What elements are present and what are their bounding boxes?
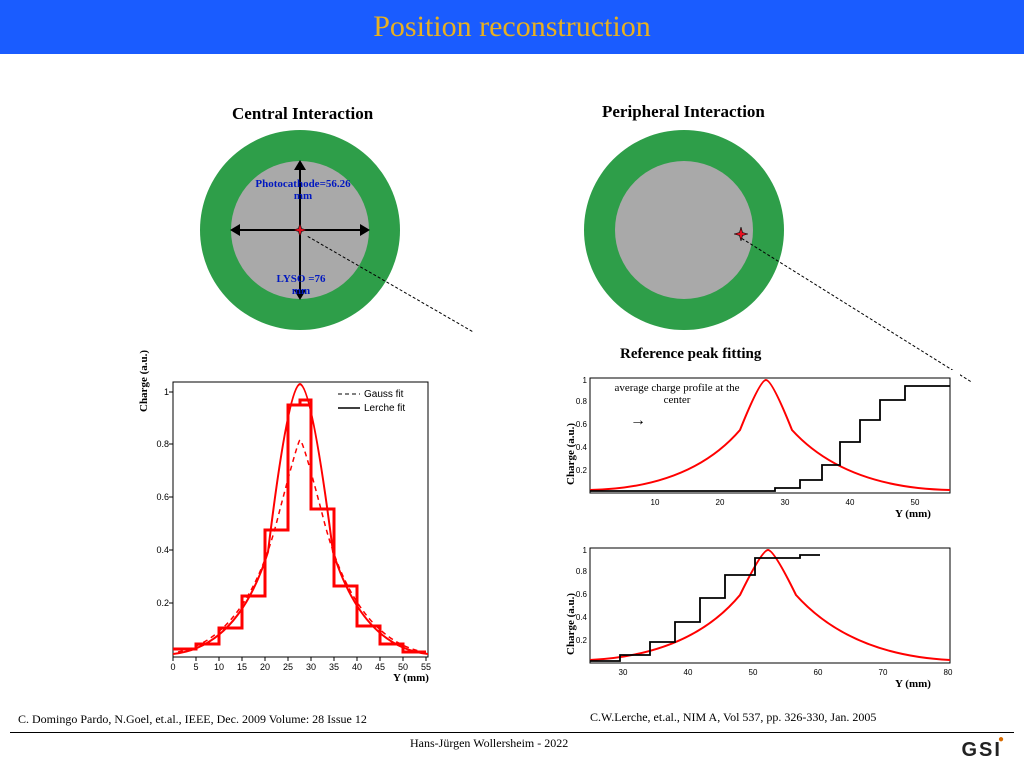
svg-text:1: 1 <box>164 387 169 397</box>
svg-text:50: 50 <box>911 498 920 507</box>
peripheral-title: Peripheral Interaction <box>602 102 765 122</box>
svg-text:30: 30 <box>781 498 790 507</box>
svg-text:0.2: 0.2 <box>576 636 588 645</box>
svg-text:30: 30 <box>306 662 316 672</box>
avg-profile-label: average charge profile at the center <box>612 382 742 406</box>
svg-text:20: 20 <box>260 662 270 672</box>
central-diagram: Photocathode=56.26 mm LYSO =76 mm <box>200 130 400 330</box>
svg-text:20: 20 <box>716 498 725 507</box>
svg-text:0.4: 0.4 <box>576 443 588 452</box>
svg-text:10: 10 <box>651 498 660 507</box>
svg-text:40: 40 <box>684 668 693 677</box>
slide-title: Position reconstruction <box>373 10 650 44</box>
svg-text:80: 80 <box>944 668 953 677</box>
svg-text:0.6: 0.6 <box>156 492 169 502</box>
svg-text:40: 40 <box>352 662 362 672</box>
star-icon <box>293 223 307 237</box>
ref-right: C.W.Lerche, et.al., NIM A, Vol 537, pp. … <box>590 710 876 725</box>
gsi-logo: GSI● <box>962 739 1011 762</box>
svg-text:0.6: 0.6 <box>576 590 588 599</box>
svg-text:0.4: 0.4 <box>156 545 169 555</box>
svg-text:70: 70 <box>879 668 888 677</box>
svg-text:40: 40 <box>846 498 855 507</box>
svg-text:0.8: 0.8 <box>576 567 588 576</box>
svg-text:1: 1 <box>583 546 588 555</box>
footer-author: Hans-Jürgen Wollersheim - 2022 <box>410 736 568 751</box>
svg-text:50: 50 <box>398 662 408 672</box>
svg-text:0: 0 <box>170 662 175 672</box>
footer-rule <box>10 732 1014 733</box>
slide-header: Position reconstruction <box>0 0 1024 54</box>
svg-text:50: 50 <box>749 668 758 677</box>
ref-fit-title: Reference peak fitting <box>620 346 761 363</box>
svg-text:35: 35 <box>329 662 339 672</box>
right-top-chart: 10 20 30 40 50 0.2 0.4 0.6 0.8 1 Charge (a.u.) Y… <box>560 370 960 520</box>
svg-text:5: 5 <box>193 662 198 672</box>
xlabel: Y (mm) <box>895 678 931 690</box>
ylabel: Charge (a.u.) <box>565 423 577 485</box>
arrow-right-icon: → <box>630 412 646 430</box>
svg-text:1: 1 <box>583 376 588 385</box>
lyso-label: LYSO =76 mm <box>266 273 336 297</box>
svg-text:Gauss fit: Gauss fit <box>364 389 404 400</box>
svg-text:45: 45 <box>375 662 385 672</box>
svg-text:30: 30 <box>619 668 628 677</box>
svg-text:55: 55 <box>421 662 431 672</box>
svg-text:0.2: 0.2 <box>576 466 588 475</box>
svg-text:0.4: 0.4 <box>576 613 588 622</box>
svg-text:0.8: 0.8 <box>576 397 588 406</box>
central-title: Central Interaction <box>232 104 373 124</box>
svg-text:0.6: 0.6 <box>576 420 588 429</box>
xlabel: Y (mm) <box>895 508 931 520</box>
svg-text:25: 25 <box>283 662 293 672</box>
svg-text:Lerche fit: Lerche fit <box>364 403 405 414</box>
right-bottom-chart: 30 40 50 60 70 80 0.2 0.4 0.6 0.8 1 Charge (a.u.)… <box>560 540 960 690</box>
svg-text:10: 10 <box>214 662 224 672</box>
svg-text:0.8: 0.8 <box>156 439 169 449</box>
peripheral-diagram <box>584 130 784 330</box>
svg-text:0.2: 0.2 <box>156 598 169 608</box>
svg-text:15: 15 <box>237 662 247 672</box>
left-chart: 0 5 10 15 20 25 30 35 40 45 50 55 0.2 0.4 0.6 0.8 1 <box>138 372 438 687</box>
ylabel: Charge (a.u.) <box>565 593 577 655</box>
photocathode-label: Photocathode=56.26 mm <box>248 178 358 202</box>
ylabel: Charge (a.u.) <box>138 350 150 412</box>
xlabel: Y (mm) <box>393 672 429 684</box>
ref-left: C. Domingo Pardo, N.Goel, et.al., IEEE, … <box>18 712 367 727</box>
svg-text:60: 60 <box>814 668 823 677</box>
